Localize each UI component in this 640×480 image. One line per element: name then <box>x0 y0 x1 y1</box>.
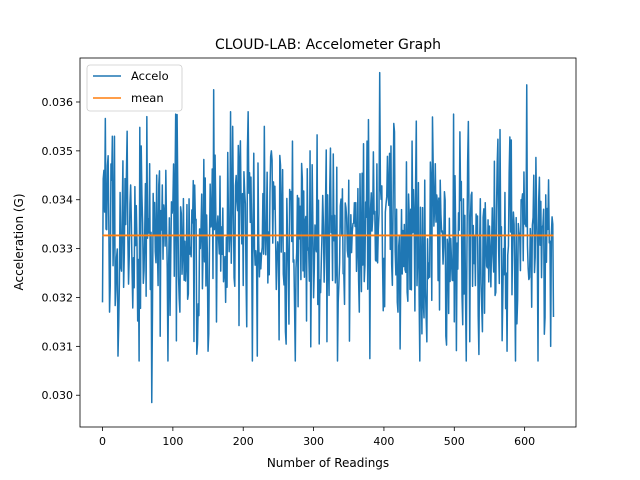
legend-label-accelo: Accelo <box>131 69 169 83</box>
x-tick-label: 300 <box>303 435 324 448</box>
y-axis: 0.030 0.031 0.032 0.033 0.034 0.035 0.036 <box>42 96 80 402</box>
y-axis-label: Acceleration (G) <box>12 193 26 290</box>
y-tick-label: 0.031 <box>42 340 74 353</box>
y-tick-label: 0.036 <box>42 96 74 109</box>
axes-frame <box>79 57 577 428</box>
plot-area <box>79 57 577 428</box>
y-tick-label: 0.032 <box>42 291 74 304</box>
y-tick-label: 0.035 <box>42 145 74 158</box>
x-tick-label: 500 <box>444 435 465 448</box>
x-tick-label: 0 <box>99 435 106 448</box>
legend-label-mean: mean <box>131 91 164 105</box>
y-tick-label: 0.034 <box>42 194 74 207</box>
legend: Accelo mean <box>86 64 183 112</box>
x-axis: 0 100 200 300 400 500 600 <box>99 427 535 448</box>
series-line-accelo <box>101 71 555 404</box>
y-tick-label: 0.033 <box>42 243 74 256</box>
y-tick-label: 0.030 <box>42 389 74 402</box>
x-tick-label: 400 <box>373 435 394 448</box>
x-tick-label: 100 <box>162 435 183 448</box>
x-tick-label: 600 <box>514 435 535 448</box>
x-axis-label: Number of Readings <box>267 456 389 470</box>
chart-title: CLOUD-LAB: Accelometer Graph <box>215 37 441 53</box>
x-tick-label: 200 <box>233 435 254 448</box>
series-layer <box>101 71 555 404</box>
